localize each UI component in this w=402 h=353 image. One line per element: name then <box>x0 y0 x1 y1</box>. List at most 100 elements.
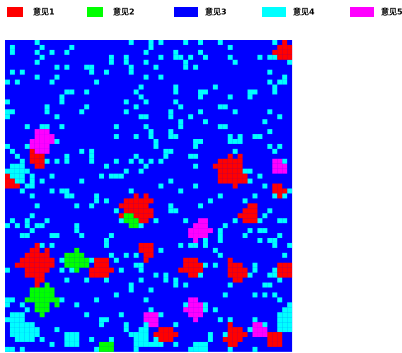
cell <box>144 337 149 342</box>
cell <box>10 347 15 352</box>
cell <box>198 302 203 307</box>
cell <box>287 302 292 307</box>
cell <box>277 268 282 273</box>
cell <box>10 169 15 174</box>
cell <box>45 292 50 297</box>
cell <box>193 238 198 243</box>
cell <box>272 332 277 337</box>
cell <box>59 99 64 104</box>
cell <box>35 203 40 208</box>
cell <box>59 124 64 129</box>
cell <box>109 60 114 65</box>
cell <box>69 253 74 258</box>
cell <box>193 228 198 233</box>
cell <box>238 337 243 342</box>
cell <box>154 342 159 347</box>
cell <box>168 109 173 114</box>
cell <box>253 332 258 337</box>
cell <box>139 203 144 208</box>
cell <box>50 288 55 293</box>
cell <box>99 273 104 278</box>
cell <box>168 114 173 119</box>
cell <box>198 307 203 312</box>
cell <box>277 297 282 302</box>
cell <box>144 327 149 332</box>
cell <box>64 278 69 283</box>
cell <box>74 263 79 268</box>
cell <box>129 218 134 223</box>
cell <box>79 149 84 154</box>
cell <box>25 258 30 263</box>
cell <box>154 218 159 223</box>
cell <box>248 228 253 233</box>
cell <box>193 268 198 273</box>
cell <box>139 218 144 223</box>
cell <box>198 40 203 45</box>
cell <box>50 139 55 144</box>
cell <box>228 322 233 327</box>
cell <box>10 174 15 179</box>
cell <box>198 218 203 223</box>
cell <box>218 159 223 164</box>
cell <box>50 243 55 248</box>
cell <box>79 233 84 238</box>
cell <box>74 302 79 307</box>
cell <box>64 65 69 70</box>
cell <box>144 208 149 213</box>
cell <box>119 174 124 179</box>
cell <box>15 164 20 169</box>
cell <box>109 174 114 179</box>
cell <box>139 223 144 228</box>
cell <box>55 159 60 164</box>
cell <box>45 159 50 164</box>
cell <box>198 233 203 238</box>
cell <box>158 342 163 347</box>
cell <box>188 302 193 307</box>
cell <box>238 278 243 283</box>
cell <box>173 208 178 213</box>
cell <box>282 317 287 322</box>
cell <box>55 65 60 70</box>
cell <box>114 292 119 297</box>
cell <box>233 278 238 283</box>
cell <box>272 238 277 243</box>
cell <box>10 50 15 55</box>
cell <box>10 70 15 75</box>
cell <box>193 273 198 278</box>
cell <box>139 248 144 253</box>
cell <box>124 109 129 114</box>
cell <box>198 268 203 273</box>
cell <box>35 40 40 45</box>
cell <box>272 193 277 198</box>
cell <box>203 223 208 228</box>
cell <box>233 159 238 164</box>
cell <box>104 347 109 352</box>
cell <box>282 253 287 258</box>
cell <box>243 213 248 218</box>
cell <box>149 40 154 45</box>
cell <box>119 268 124 273</box>
cell <box>198 263 203 268</box>
cell <box>5 114 10 119</box>
cell <box>10 218 15 223</box>
cell <box>248 273 253 278</box>
cell <box>35 129 40 134</box>
cell <box>94 258 99 263</box>
cell <box>30 174 35 179</box>
cell <box>144 312 149 317</box>
cell <box>20 70 25 75</box>
cell <box>203 228 208 233</box>
cell <box>218 233 223 238</box>
cell <box>40 273 45 278</box>
cell <box>30 327 35 332</box>
cell <box>173 90 178 95</box>
cell <box>183 263 188 268</box>
cell <box>277 80 282 85</box>
cell <box>114 159 119 164</box>
cell <box>228 55 233 60</box>
cell <box>218 169 223 174</box>
cell <box>10 184 15 189</box>
cell <box>188 258 193 263</box>
cell <box>104 263 109 268</box>
cell <box>5 80 10 85</box>
